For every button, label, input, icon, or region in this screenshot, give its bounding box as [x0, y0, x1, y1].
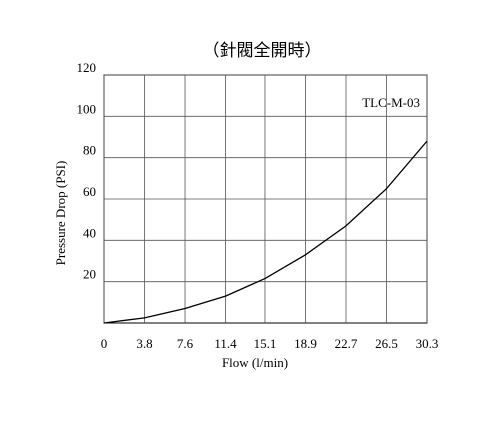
x-tick-label: 15.1	[254, 336, 277, 351]
y-axis-label: Pressure Drop (PSI)	[53, 161, 68, 266]
y-tick-label: 80	[83, 143, 96, 158]
x-tick-label: 7.6	[177, 336, 194, 351]
x-tick-label: 26.5	[375, 336, 398, 351]
x-tick-label: 30.3	[416, 336, 439, 351]
y-tick-label: 60	[83, 184, 96, 199]
x-tick-label: 3.8	[136, 336, 152, 351]
x-tick-label: 0	[101, 336, 108, 351]
chart-title: （針閥全開時）	[203, 41, 322, 60]
annotation: TLC-M-03	[362, 95, 420, 110]
x-axis-label: Flow (l/min)	[222, 355, 288, 370]
y-tick-label: 40	[83, 225, 96, 240]
y-tick-label: 20	[83, 267, 96, 282]
x-tick-label: 18.9	[294, 336, 317, 351]
x-tick-label: 11.4	[214, 336, 237, 351]
y-tick-label: 100	[77, 101, 97, 116]
y-tick-label: 120	[77, 60, 97, 75]
x-tick-label: 22.7	[335, 336, 358, 351]
line	[103, 140, 428, 324]
